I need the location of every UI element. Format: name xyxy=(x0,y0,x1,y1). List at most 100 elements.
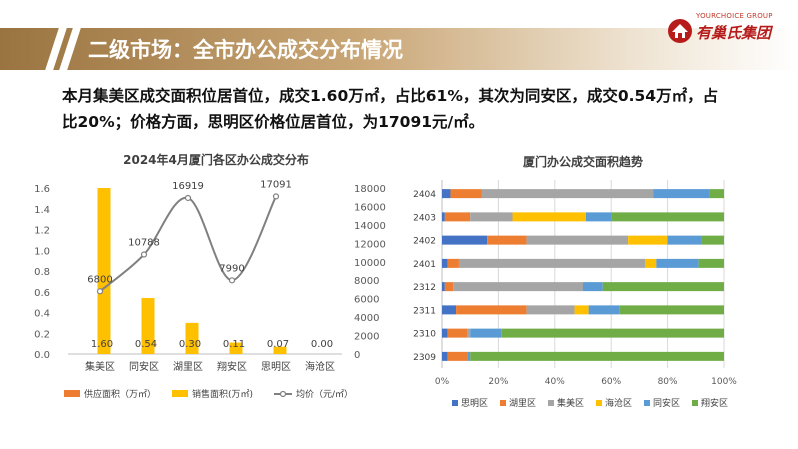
legend-label: 翔安区 xyxy=(701,397,728,409)
y2-axis-tick-label: 8000 xyxy=(354,276,379,287)
price-data-label: 7990 xyxy=(219,263,244,274)
stacked-bar-segment xyxy=(442,305,457,315)
bar-data-label: 1.60 xyxy=(91,339,113,350)
bar-sales xyxy=(229,342,243,354)
x-axis-tick-label: 80% xyxy=(658,377,678,387)
stacked-bar-segment xyxy=(447,328,468,338)
price-data-label: 6800 xyxy=(87,274,112,285)
price-point xyxy=(184,194,192,202)
x-axis-tick-label: 集美区 xyxy=(85,360,115,373)
y-axis-tick-label: 2404 xyxy=(413,190,436,200)
x-axis-tick-label: 20% xyxy=(488,377,508,387)
stacked-bar-segment xyxy=(611,212,724,222)
stacked-bar-segment xyxy=(450,189,482,199)
y2-axis-tick-label: 0 xyxy=(354,350,360,361)
stacked-bar-segment xyxy=(470,328,502,338)
price-data-label: 16919 xyxy=(172,181,204,192)
logo-chinese-text: 有巢氏集团 xyxy=(696,24,772,42)
x-axis-tick-label: 翔安区 xyxy=(217,360,247,373)
y-axis-tick-label: 2403 xyxy=(413,213,436,223)
logo-house-icon xyxy=(668,19,692,43)
bar-data-label: 0.00 xyxy=(311,339,333,350)
legend-swatch xyxy=(596,400,602,406)
stacked-bar-segment xyxy=(442,328,448,338)
bar-data-label: 0.54 xyxy=(135,339,157,350)
y-axis-tick-label: 0.8 xyxy=(34,267,50,278)
y-axis-tick-label: 0.0 xyxy=(34,350,50,361)
y2-axis-tick-label: 6000 xyxy=(354,295,379,306)
stacked-bar-segment xyxy=(628,235,668,245)
stacked-bar-segment xyxy=(467,328,471,338)
price-point xyxy=(228,277,236,284)
y-axis-tick-label: 2310 xyxy=(413,330,436,340)
bar-sales xyxy=(97,188,111,354)
stacked-bar-segment xyxy=(512,212,586,222)
stacked-bar-segment xyxy=(588,305,620,315)
stacked-bar-segment xyxy=(467,351,471,361)
stacked-bar-segment xyxy=(645,258,657,268)
stacked-bar-segment xyxy=(698,258,724,268)
stacked-bar-segment xyxy=(458,258,646,268)
legend-label: 海沧区 xyxy=(605,397,632,409)
y-axis-tick-label: 2312 xyxy=(413,283,436,293)
x-axis-tick-label: 思明区 xyxy=(261,361,291,373)
legend-swatch xyxy=(452,400,458,406)
chart-title: 厦门办公成交面积趋势 xyxy=(523,154,643,169)
summary-line: 比20%；价格方面，思明区价格位居首位，为17091元/㎡。 xyxy=(62,113,485,131)
stacked-bar-segment xyxy=(667,235,702,245)
stacked-bar-segment xyxy=(619,305,724,315)
y-axis-tick-label: 2311 xyxy=(413,306,436,316)
legend-label-price: 均价（元/㎡） xyxy=(296,388,353,400)
logo-english-text: YOURCHOICE GROUP xyxy=(696,12,773,20)
bar-sales xyxy=(185,322,199,354)
price-point xyxy=(140,251,148,258)
bar-data-label: 0.07 xyxy=(267,339,289,350)
bar-sales xyxy=(141,297,155,354)
stacked-bar-segment xyxy=(453,282,583,292)
price-line xyxy=(99,195,277,293)
y-axis-tick-label: 1.0 xyxy=(34,246,50,257)
stacked-bar-segment xyxy=(442,235,488,245)
y-axis-tick-label: 1.6 xyxy=(34,184,50,195)
legend-swatch-supply xyxy=(64,390,80,397)
stacked-bar-segment xyxy=(456,305,527,315)
legend-label-sales: 销售面积(万㎡) xyxy=(192,388,253,400)
price-data-label: 10788 xyxy=(128,238,160,249)
x-axis-tick-label: 0% xyxy=(435,377,450,387)
y2-axis-tick-label: 2000 xyxy=(354,332,379,343)
summary-line: 本月集美区成交面积位居首位，成交1.60万㎡，占比61%，其次为同安区，成交0.… xyxy=(62,87,719,105)
stacked-bar-segment xyxy=(470,351,724,361)
y-axis-tick-label: 2402 xyxy=(413,237,436,247)
stacked-bar-segment xyxy=(583,282,603,292)
y-axis-tick-label: 0.6 xyxy=(34,288,50,299)
stacked-bar-segment xyxy=(447,351,468,361)
stacked-bar-segment xyxy=(585,212,612,222)
x-axis-tick-label: 同安区 xyxy=(129,360,159,373)
stacked-bar-segment xyxy=(442,258,448,268)
stacked-bar-segment xyxy=(444,282,454,292)
legend-swatch xyxy=(548,400,554,406)
price-data-label: 17091 xyxy=(260,179,292,190)
x-axis-tick-label: 40% xyxy=(545,377,565,387)
legend-swatch-sales xyxy=(172,390,188,397)
chart-title: 2024年4月厦门各区办公成交分布 xyxy=(123,152,309,167)
legend-swatch-price-marker xyxy=(279,390,287,398)
legend-swatch xyxy=(692,400,698,406)
stacked-bar-segment xyxy=(701,235,724,245)
stacked-bar-segment xyxy=(526,305,575,315)
x-axis-tick-label: 湖里区 xyxy=(173,361,203,373)
x-axis-tick-label: 海沧区 xyxy=(305,360,335,373)
district-sales-chart: 2024年4月厦门各区办公成交分布 0.0 0.2 0.4 0.6 0.8 1.0 1.2 1.… xyxy=(34,152,386,400)
y2-axis-tick-label: 4000 xyxy=(354,313,379,324)
y2-axis-tick-label: 16000 xyxy=(354,202,386,213)
stacked-bar-segment xyxy=(709,189,724,199)
stacked-bar-segment xyxy=(487,235,527,245)
stacked-bar-segment xyxy=(501,328,724,338)
area-trend-chart: 厦门办公成交面积趋势 0% 20% 40% 60% 80% 100% 2404 2403 2402… xyxy=(413,154,737,409)
bar-sales xyxy=(273,346,287,354)
stacked-bar-segment xyxy=(444,212,471,222)
y-axis-tick-label: 0.4 xyxy=(34,309,50,320)
stacked-bar-segment xyxy=(442,282,445,292)
y-axis-tick-label: 0.2 xyxy=(34,329,50,340)
stacked-bar-segment xyxy=(602,282,724,292)
